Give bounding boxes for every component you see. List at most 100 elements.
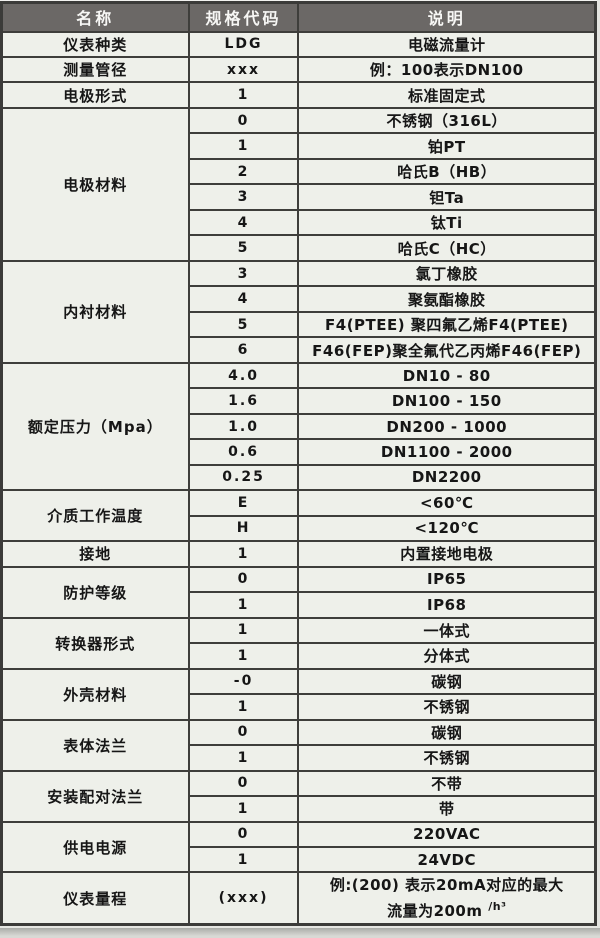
row-group-label: 仪表量程 [0,871,190,926]
spec-desc-cell: 标准固定式 [297,81,597,109]
spec-code-cell: E [187,489,300,517]
spec-desc-cell: 氯丁橡胶 [297,259,597,288]
desc-text: 例:(200) 表示20mA对应的最大 [329,876,564,895]
spec-desc-cell: DN1100 - 2000 [297,438,597,466]
table-row: 0.25 DN2200 [2,463,597,492]
spec-code-cell: 1 [187,591,300,619]
table-row: 介质工作温度 E <60℃ [0,489,597,543]
spec-desc-cell: 例：100表示DN100 [297,55,597,84]
spec-desc-cell: 不锈钢（316L） [297,106,597,135]
desc-text: 流量为200m [387,902,483,921]
table-row: 1.6 DN100 - 150 [2,387,597,415]
page-bottom-shadow [0,928,600,938]
table-row: 1.0 DN200 - 1000 [2,412,597,441]
row-group-label: 测量管径 [0,55,190,84]
table-row: 1 24VDC [2,845,597,874]
spec-code-cell: 1.6 [187,387,300,415]
header-row: 名称 规格代码 说明 [0,1,597,33]
spec-code-cell: 1 [187,616,300,645]
spec-code-cell: 0 [187,565,300,594]
table-row: H <120℃ [2,514,597,543]
spec-code-cell: 0 [187,769,300,798]
row-group-label: 外壳材料 [0,667,190,721]
spec-code-cell: xxx [187,55,300,84]
spec-code-cell: H [187,514,300,543]
row-group-label: 防护等级 [0,565,190,619]
spec-desc-cell: DN200 - 1000 [297,412,597,441]
row-group-label: 安装配对法兰 [0,769,190,823]
spec-code-cell: 4 [187,208,300,237]
table-row: 测量管径 xxx 例：100表示DN100 [0,55,597,84]
spec-code-cell: 1.0 [187,412,300,441]
spec-desc-cell: 220VAC [297,820,597,849]
spec-desc-cell: 碳钢 [297,667,597,696]
spec-desc-cell: 不锈钢 [297,744,597,772]
row-group-label: 电极材料 [0,106,190,262]
spec-code-cell: 5 [187,234,300,262]
spec-desc-cell: <120℃ [297,514,597,543]
spec-code-cell: 4 [187,285,300,313]
spec-table-header: 名称 规格代码 说明 [0,1,597,33]
spec-desc-cell: 分体式 [297,642,597,670]
table-row: 5 F4(PTEE) 聚四氟乙烯F4(PTEE) [2,310,597,339]
spec-desc-cell: 24VDC [297,845,597,874]
spec-code-cell: 1 [187,845,300,874]
table-row: 1 铂PT [2,132,597,160]
spec-desc-cell: IP68 [297,591,597,619]
table-row: 1 不锈钢 [2,693,597,721]
table-row: 安装配对法兰 0 不带 [0,769,597,823]
spec-code-cell: LDG [187,30,300,59]
spec-desc-cell: 一体式 [297,616,597,645]
table-row: 6 F46(FEP)聚全氟代乙丙烯F46(FEP) [2,336,597,364]
page-right-margin [597,0,600,938]
row-group-label: 供电电源 [0,820,190,874]
spec-code-cell: 5 [187,310,300,339]
table-row: 5 哈氏C（HC） [2,234,597,262]
table-row: 防护等级 0 IP65 [0,565,597,619]
spec-desc-cell: 电磁流量计 [297,30,597,59]
spec-desc-cell: F46(FEP)聚全氟代乙丙烯F46(FEP) [297,336,597,364]
spec-desc-cell: IP65 [297,565,597,594]
spec-desc-cell: 碳钢 [297,718,597,747]
table-row: 转换器形式 1 一体式 [0,616,597,670]
spec-desc-cell: 聚氨酯橡胶 [297,285,597,313]
column-header: 规格代码 [187,1,300,33]
spec-desc-cell: 例:(200) 表示20mA对应的最大流量为200m /h³ [297,871,597,926]
row-group-label: 电极形式 [0,81,190,109]
spec-desc-cell: 哈氏B（HB） [297,157,597,186]
spec-code-cell: 1 [187,642,300,670]
spec-desc-cell: 带 [297,795,597,823]
spec-code-cell: 0 [187,718,300,747]
spec-code-cell: 1 [187,795,300,823]
spec-desc-cell: F4(PTEE) 聚四氟乙烯F4(PTEE) [297,310,597,339]
spec-desc-cell: DN100 - 150 [297,387,597,415]
spec-desc-cell: 铂PT [297,132,597,160]
table-row: 电极材料 0 不锈钢（316L） [0,106,597,262]
desc-superscript: /h³ [488,900,507,914]
table-row: 3 钽Ta [2,183,597,211]
spec-desc-cell: DN10 - 80 [297,361,597,390]
row-group-label: 内衬材料 [0,259,190,364]
spec-desc-cell: <60℃ [297,489,597,517]
spec-code-cell: -0 [187,667,300,696]
row-group-label: 额定压力（Mpa） [0,361,190,492]
spec-code-cell: 0 [187,820,300,849]
column-header: 说明 [297,1,597,33]
spec-code-cell: (xxx) [187,871,300,926]
table-row: 1 不锈钢 [2,744,597,772]
spec-code-cell: 0.6 [187,438,300,466]
spec-code-cell: 1 [187,81,300,109]
row-group-label: 介质工作温度 [0,489,190,543]
row-group-label: 转换器形式 [0,616,190,670]
column-header: 名称 [0,1,190,33]
table-row: 电极形式 1 标准固定式 [0,81,597,109]
spec-code-cell: 3 [187,259,300,288]
table-row: 2 哈氏B（HB） [2,157,597,186]
table-row: 表体法兰 0 碳钢 [0,718,597,772]
spec-code-cell: 4.0 [187,361,300,390]
table-row: 内衬材料 3 氯丁橡胶 [0,259,597,364]
table-row: 仪表种类 LDG 电磁流量计 [0,30,597,59]
